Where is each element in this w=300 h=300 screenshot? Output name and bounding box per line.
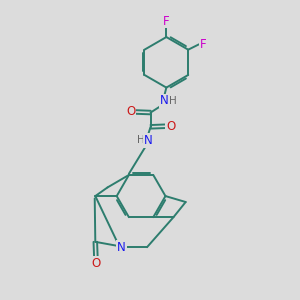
Text: N: N [144,134,153,147]
Text: H: H [169,96,177,106]
Text: O: O [91,257,101,270]
Text: F: F [163,14,170,28]
Text: H: H [137,135,145,145]
Text: N: N [160,94,169,107]
Text: N: N [117,241,126,254]
Text: O: O [126,106,135,118]
Text: F: F [200,38,206,51]
Text: O: O [166,120,175,133]
